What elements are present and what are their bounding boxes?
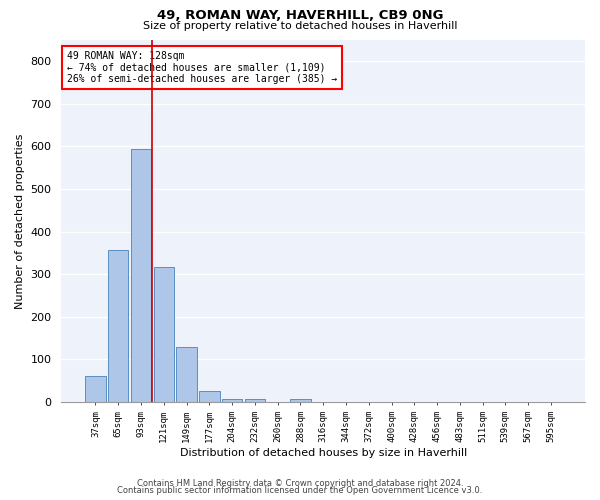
Y-axis label: Number of detached properties: Number of detached properties [15, 134, 25, 308]
Bar [85, 376, 106, 402]
Bar [108, 250, 128, 402]
X-axis label: Distribution of detached houses by size in Haverhill: Distribution of detached houses by size … [179, 448, 467, 458]
Bar [245, 400, 265, 402]
Text: Size of property relative to detached houses in Haverhill: Size of property relative to detached ho… [143, 21, 457, 31]
Text: 49 ROMAN WAY: 128sqm
← 74% of detached houses are smaller (1,109)
26% of semi-de: 49 ROMAN WAY: 128sqm ← 74% of detached h… [67, 51, 337, 84]
Bar [154, 268, 174, 402]
Bar [199, 392, 220, 402]
Text: Contains HM Land Registry data © Crown copyright and database right 2024.: Contains HM Land Registry data © Crown c… [137, 478, 463, 488]
Text: 49, ROMAN WAY, HAVERHILL, CB9 0NG: 49, ROMAN WAY, HAVERHILL, CB9 0NG [157, 9, 443, 22]
Bar [290, 398, 311, 402]
Bar [222, 398, 242, 402]
Text: Contains public sector information licensed under the Open Government Licence v3: Contains public sector information licen… [118, 486, 482, 495]
Bar [131, 149, 151, 402]
Bar [176, 346, 197, 402]
